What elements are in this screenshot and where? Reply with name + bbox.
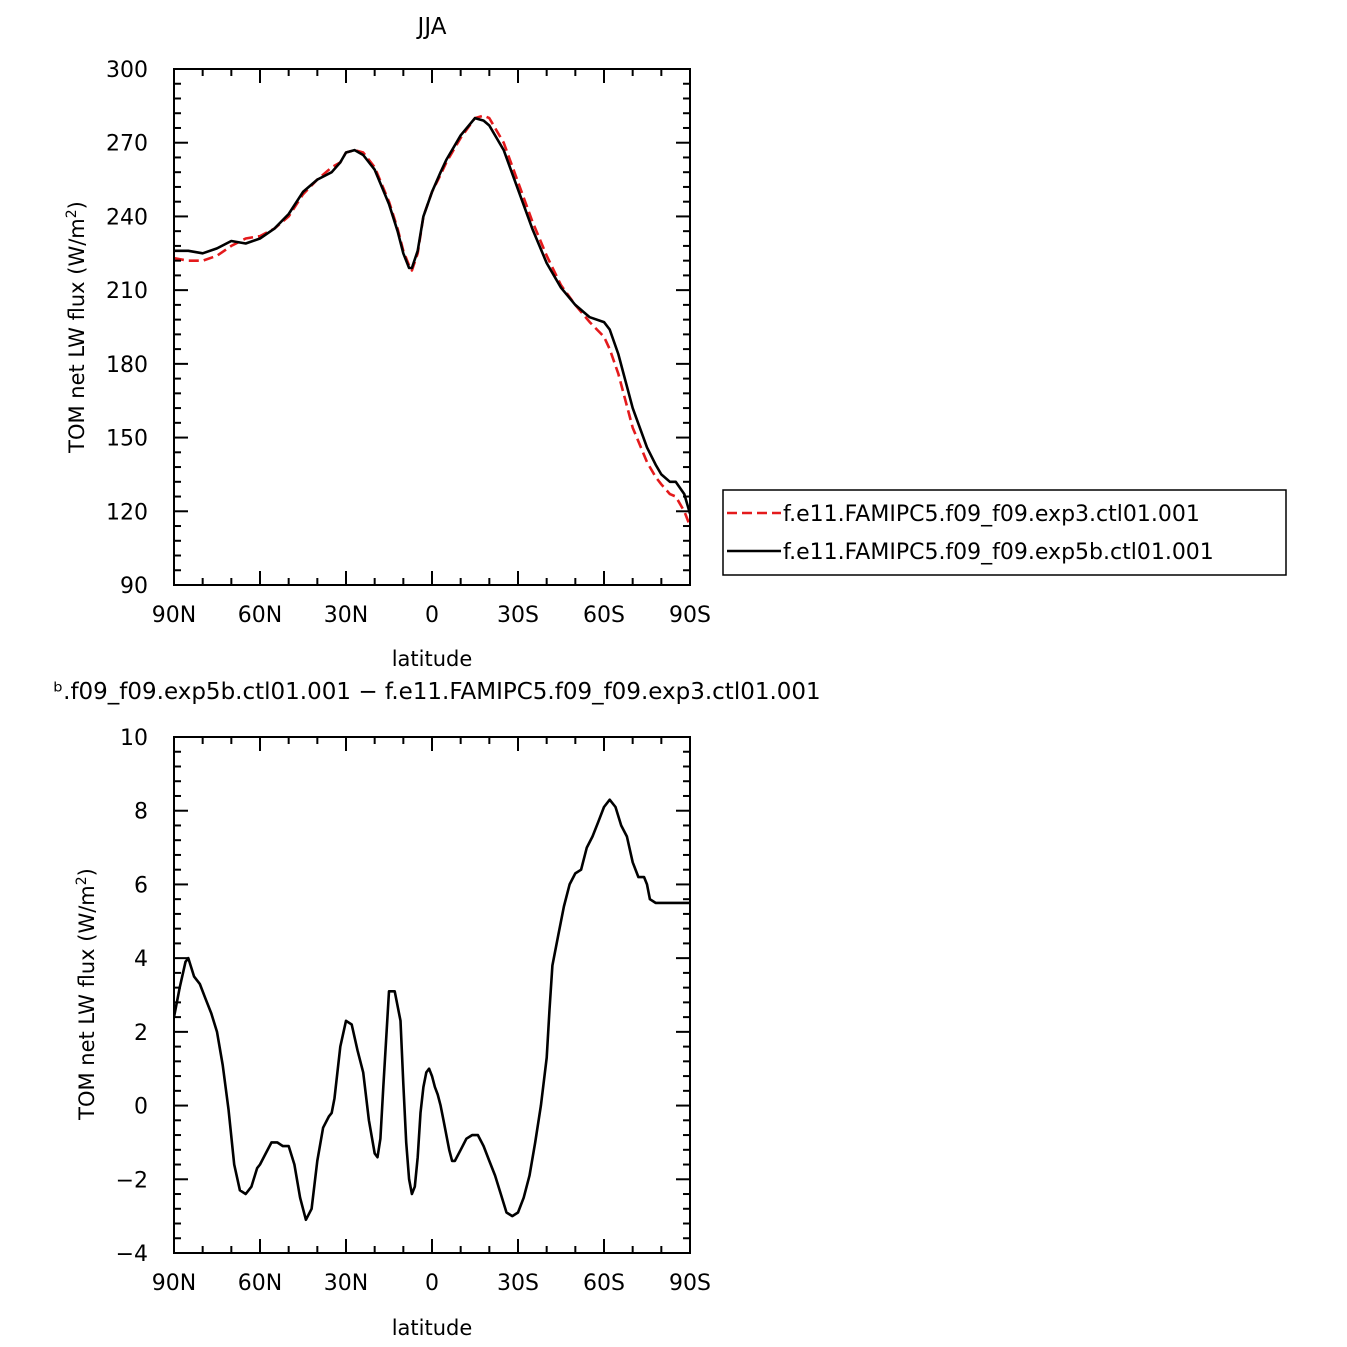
bottom-y-tick-label: 2 [134,1021,148,1046]
bottom-x-tick-label: 0 [425,1271,439,1296]
bottom-y-tick-label: 8 [134,800,148,825]
bottom-y-tick-label: 4 [134,947,148,972]
top-plot-frame [173,68,691,586]
top-panel: JJA 90N 60N 30N 0 30S 60S 90S 90 120 150 180 210 240… [64,14,1287,671]
bottom-x-tick-label: 90N [152,1271,196,1296]
bottom-series-line-0 [174,798,690,1222]
top-y-tick-label: 150 [106,427,148,452]
bottom-panel: ᵇ.f09_f09.exp5b.ctl01.001 − f.e11.FAMIPC… [53,679,820,1340]
top-x-tick-label: 90N [152,603,196,628]
top-x-tick-label: 60S [583,603,625,628]
bottom-x-tick-label: 30S [497,1271,539,1296]
top-plot-area: 90N 60N 30N 0 30S 60S 90S 90 120 150 180 210 240 270 3… [106,58,711,628]
top-y-tick-label: 270 [106,132,148,157]
bottom-y-tick-label: 0 [134,1095,148,1120]
bottom-plot-area: 90N 60N 30N 0 30S 60S 90S −4 −2 0 2 4 6 8 10 [116,726,711,1296]
top-x-tick-label: 60N [238,603,282,628]
top-y-tick-label: 210 [106,279,148,304]
legend: f.e11.FAMIPC5.f09_f09.exp3.ctl01.001 f.e… [722,489,1287,576]
top-x-tick-label: 90S [669,603,711,628]
bottom-y-tick-label: 10 [120,726,148,751]
legend-label-exp5b: f.e11.FAMIPC5.f09_f09.exp5b.ctl01.001 [783,540,1214,565]
legend-box [722,489,1287,576]
bottom-y-tick-label: −2 [116,1168,148,1193]
bottom-x-axis-label: latitude [392,1316,473,1340]
top-series-line-1 [174,116,690,515]
bottom-x-tick-label: 30N [324,1271,368,1296]
top-y-axis-label: TOM net LW flux (W/m2) [64,201,89,454]
top-x-tick-label: 30S [497,603,539,628]
bottom-x-tick-label: 90S [669,1271,711,1296]
top-series-line-0 [174,114,690,527]
top-y-tick-label: 180 [106,353,148,378]
bottom-x-tick-label: 60N [238,1271,282,1296]
legend-label-exp3: f.e11.FAMIPC5.f09_f09.exp3.ctl01.001 [783,502,1200,527]
top-y-tick-label: 240 [106,205,148,230]
top-x-tick-label: 30N [324,603,368,628]
bottom-y-tick-label: 6 [134,873,148,898]
bottom-y-axis-label: TOM net LW flux (W/m2) [74,868,99,1121]
top-chart-title: JJA [416,14,447,40]
bottom-x-tick-label: 60S [583,1271,625,1296]
top-y-tick-label: 300 [106,58,148,83]
bottom-y-tick-label: −4 [116,1242,148,1267]
top-y-tick-label: 120 [106,500,148,525]
bottom-plot-frame [173,736,691,1254]
bottom-chart-title: ᵇ.f09_f09.exp5b.ctl01.001 − f.e11.FAMIPC… [53,679,820,705]
top-y-tick-label: 90 [120,574,148,599]
top-x-tick-label: 0 [425,603,439,628]
top-x-axis-label: latitude [392,647,473,671]
